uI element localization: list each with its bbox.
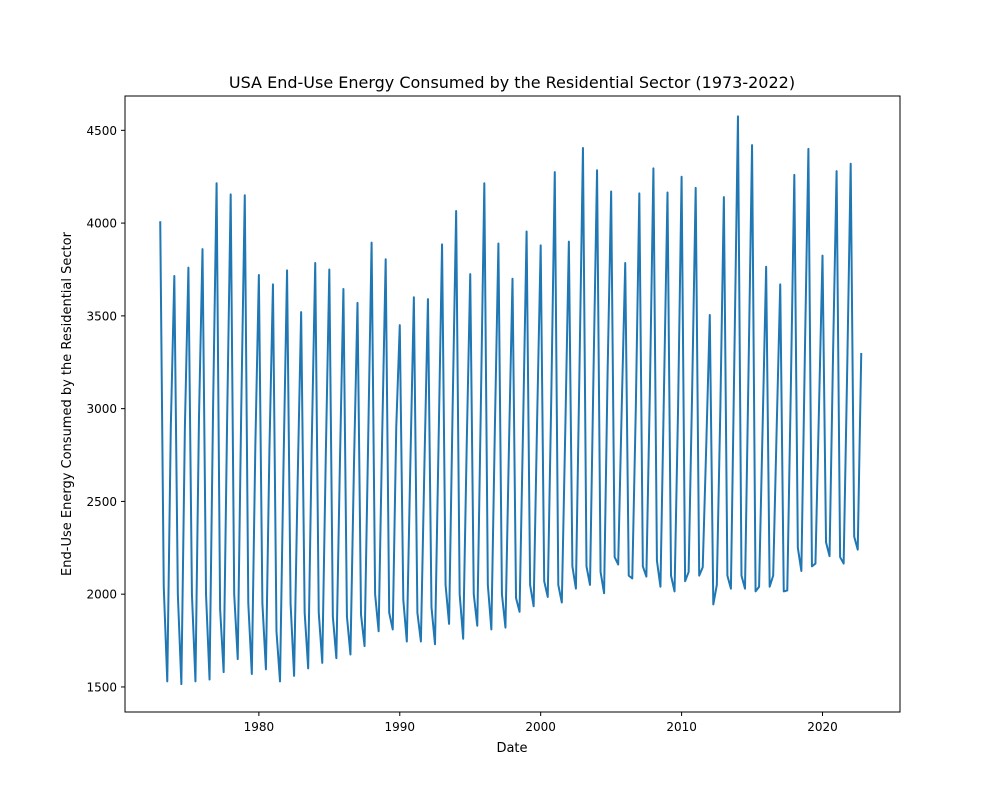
chart-title: USA End-Use Energy Consumed by the Resid… xyxy=(229,73,795,92)
y-tick-label: 3000 xyxy=(86,402,117,416)
y-axis-label: End-Use Energy Consumed by the Residenti… xyxy=(60,231,75,576)
x-tick-label: 2010 xyxy=(666,720,697,734)
y-tick-label: 4000 xyxy=(86,217,117,231)
y-tick-label: 2500 xyxy=(86,495,117,509)
y-tick-label: 4500 xyxy=(86,124,117,138)
x-tick-label: 1990 xyxy=(384,720,415,734)
data-line-series-0 xyxy=(159,115,863,686)
x-tick-label: 2020 xyxy=(807,720,838,734)
y-tick-label: 1500 xyxy=(86,680,117,694)
plot-frame xyxy=(124,95,901,713)
x-axis-label: Date xyxy=(496,741,527,756)
x-tick-label: 2000 xyxy=(525,720,556,734)
x-tick-label: 1980 xyxy=(244,720,275,734)
y-tick-label: 3500 xyxy=(86,309,117,323)
x-axis: 1980 1990 2000 2010 2020 xyxy=(244,712,838,734)
y-axis: 1500 2000 2500 3000 3500 4000 4500 xyxy=(86,124,125,694)
y-tick-label: 2000 xyxy=(86,588,117,602)
